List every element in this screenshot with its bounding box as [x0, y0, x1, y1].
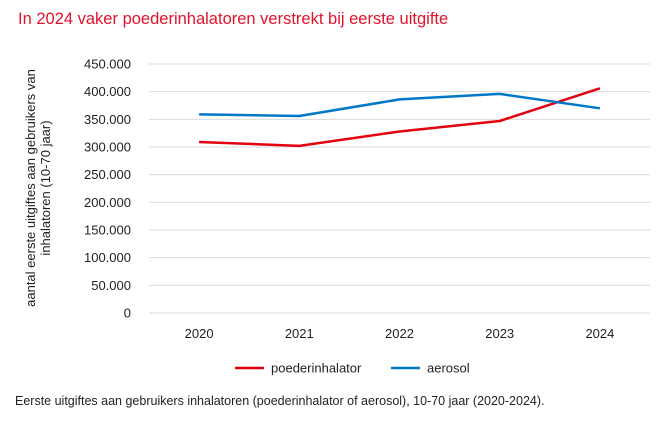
y-axis-label-line-2: inhalatoren (10-70 jaar) [38, 120, 53, 255]
y-tick-label: 100.000 [84, 250, 131, 265]
y-tick-label: 300.000 [84, 140, 131, 155]
gridlines [149, 63, 650, 314]
x-tick-label: 2024 [585, 326, 614, 341]
chart-title: In 2024 vaker poederinhalatoren verstrek… [18, 10, 449, 28]
x-tick-label: 2022 [385, 326, 414, 341]
x-axis-ticks: 2020 2021 2022 2023 2024 [185, 326, 615, 341]
series-lines [199, 87, 601, 148]
y-axis-label: aantal eerste uitgiftes aan gebruikers v… [23, 69, 53, 307]
legend-label-poederinhalator: poederinhalator [271, 361, 362, 376]
y-tick-label: 0 [124, 306, 131, 321]
legend-label-aerosol: aerosol [427, 361, 470, 376]
y-axis-ticks: 0 50.000 100.000 150.000 200.000 250.000 300.0… [84, 57, 131, 321]
series-line-aerosol [199, 92, 601, 118]
x-tick-label: 2021 [285, 326, 314, 341]
y-tick-label: 250.000 [84, 167, 131, 182]
y-tick-label: 350.000 [84, 112, 131, 127]
y-tick-label: 150.000 [84, 223, 131, 238]
y-tick-label: 50.000 [91, 278, 131, 293]
chart-caption: Eerste uitgiftes aan gebruikers inhalato… [15, 394, 545, 408]
legend: poederinhalator aerosol [235, 361, 470, 376]
x-tick-label: 2023 [485, 326, 514, 341]
y-tick-label: 450.000 [84, 57, 131, 72]
x-tick-label: 2020 [185, 326, 214, 341]
series-line-poederinhalator [199, 87, 601, 148]
y-tick-label: 400.000 [84, 84, 131, 99]
y-tick-label: 200.000 [84, 195, 131, 210]
y-axis-label-line-1: aantal eerste uitgiftes aan gebruikers v… [23, 69, 38, 307]
